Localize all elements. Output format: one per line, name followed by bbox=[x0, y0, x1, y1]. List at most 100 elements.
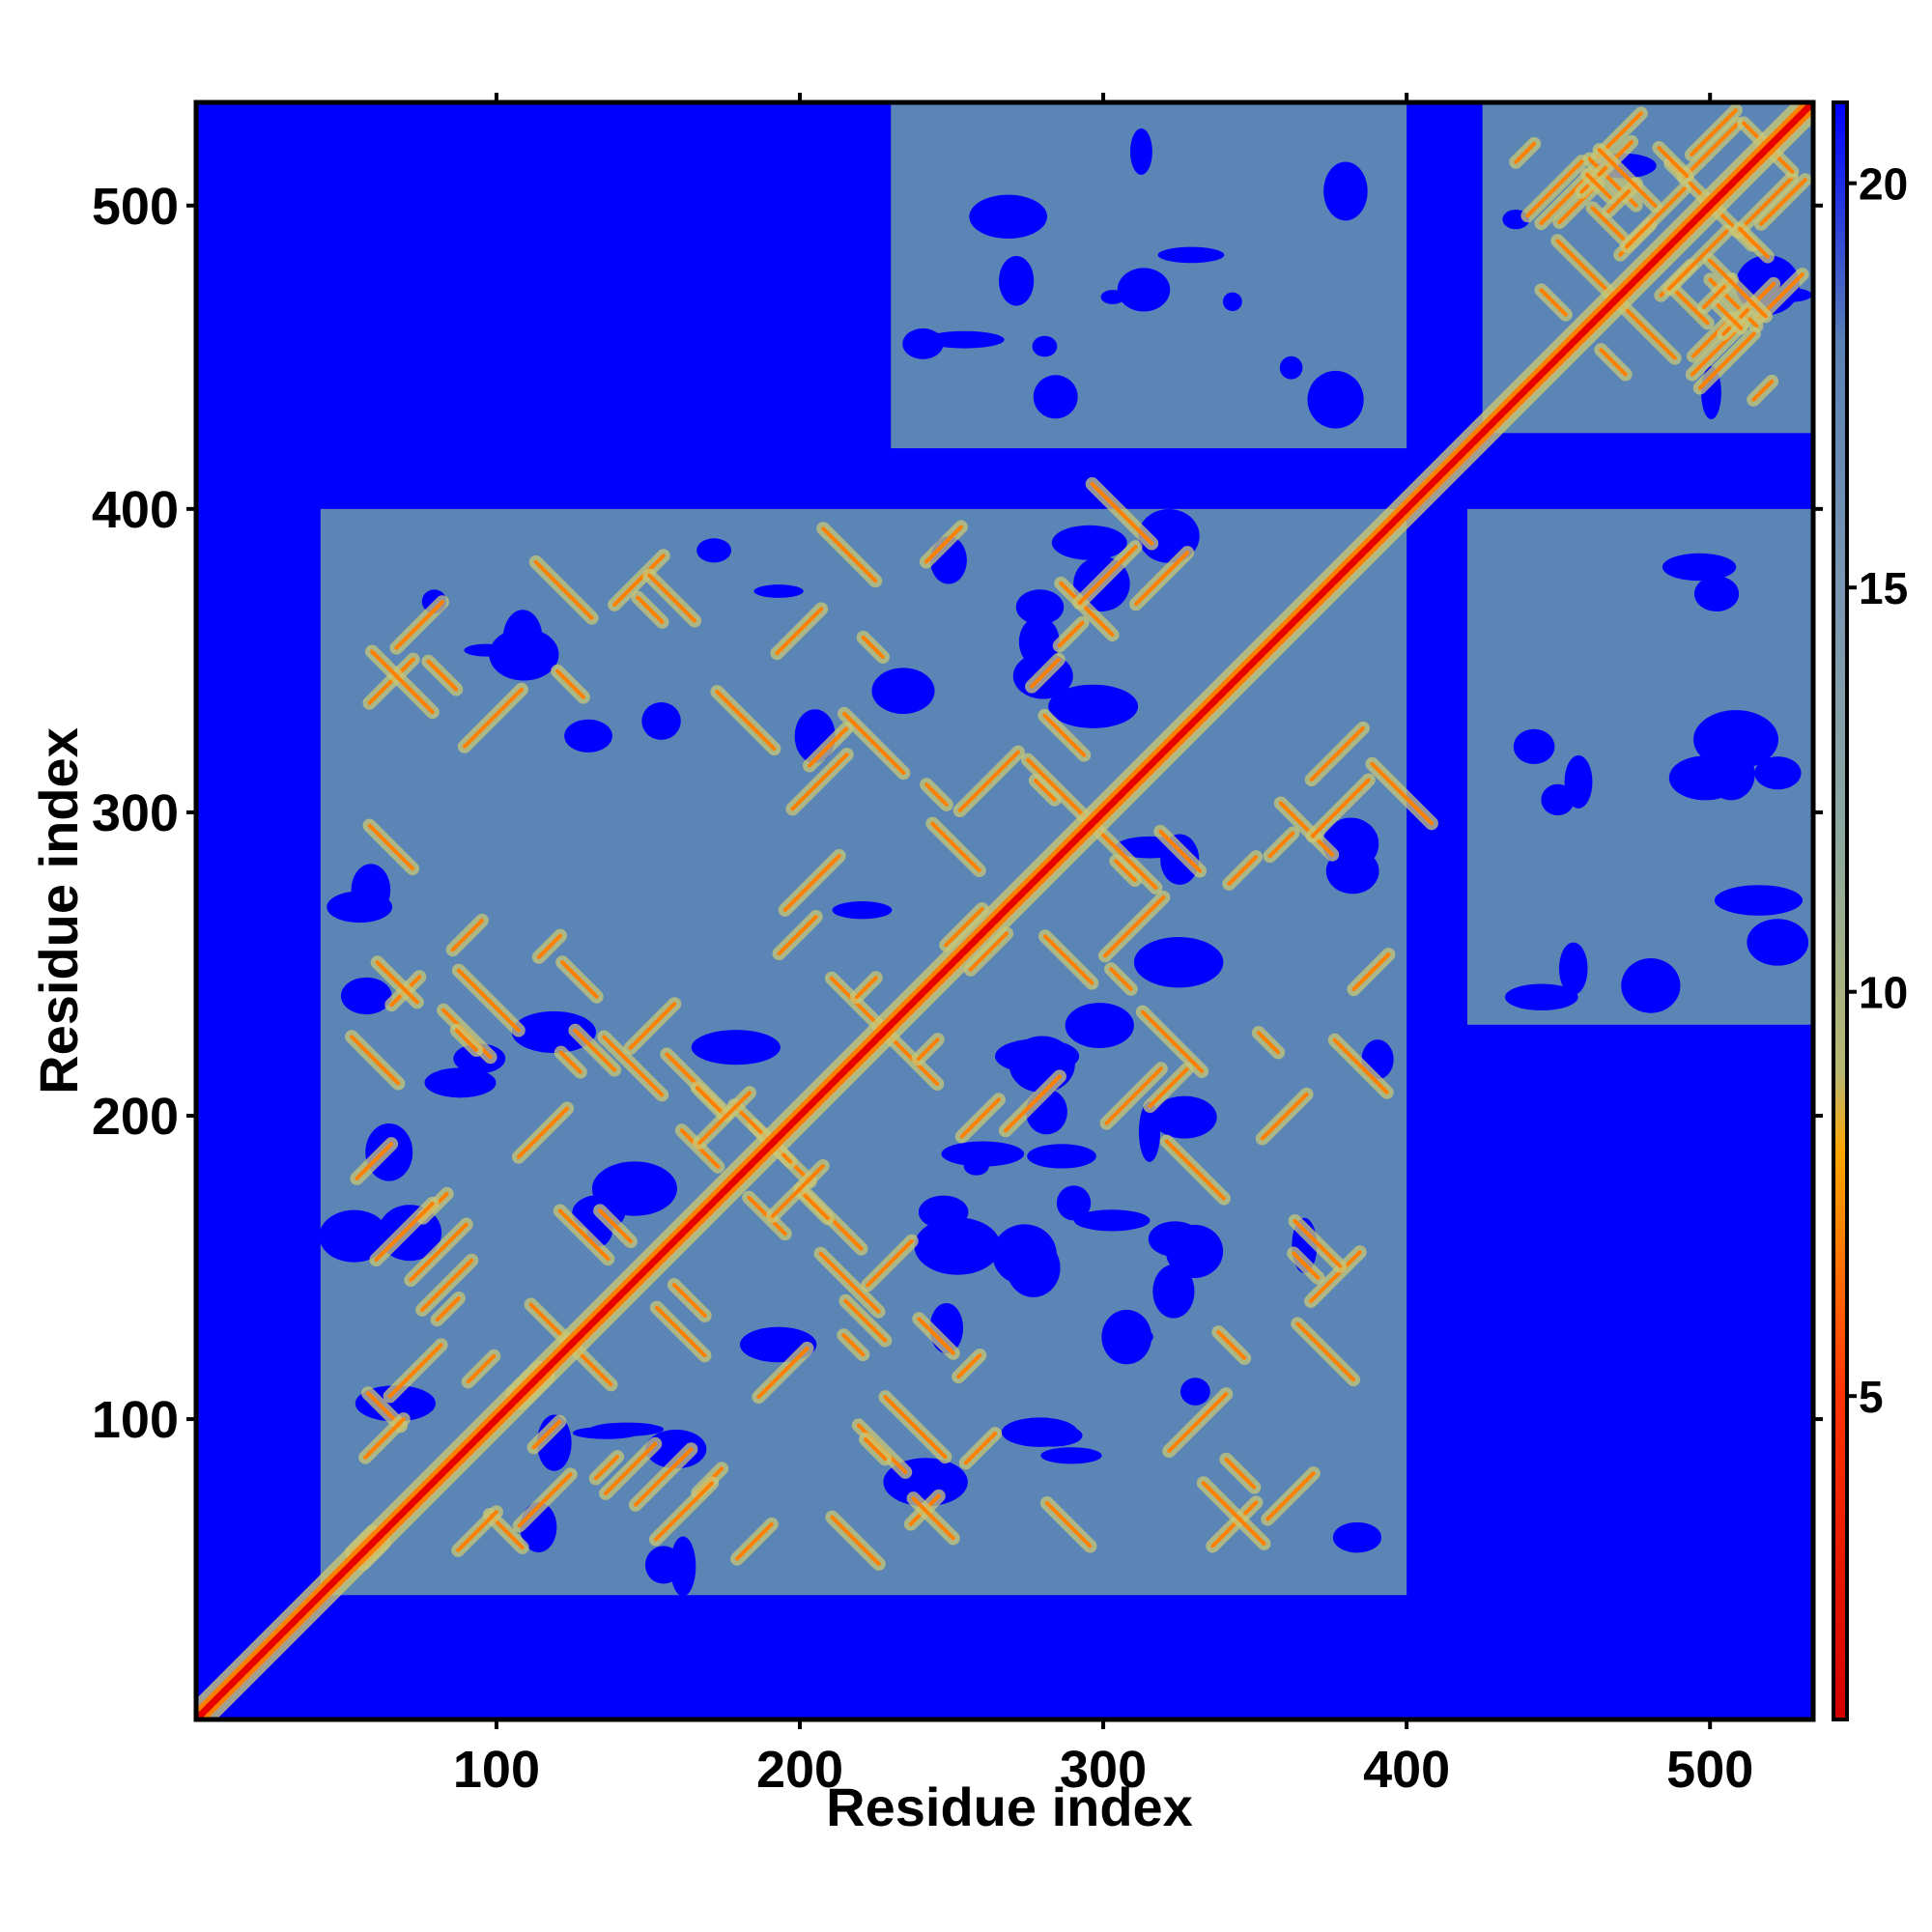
close-contact-streak bbox=[1267, 831, 1295, 859]
close-contact-streak bbox=[1716, 303, 1744, 330]
close-contact-streak bbox=[807, 726, 849, 768]
close-contact-streak bbox=[1104, 1066, 1163, 1125]
close-contact-streak bbox=[1260, 1092, 1309, 1141]
close-contact-streak bbox=[1097, 830, 1158, 890]
close-contact-streak bbox=[1351, 952, 1391, 992]
close-contact-streak bbox=[1758, 178, 1807, 226]
y-tick-label: 300 bbox=[92, 784, 179, 842]
close-contact-streak bbox=[1210, 1500, 1259, 1548]
far-region bbox=[1152, 1264, 1195, 1319]
far-region bbox=[1033, 375, 1078, 419]
far-region bbox=[969, 194, 1048, 240]
plot-frame bbox=[193, 99, 1816, 1722]
close-contact-streak bbox=[1295, 1321, 1356, 1382]
close-contact-streak bbox=[1751, 379, 1775, 402]
close-contact-streak bbox=[387, 1343, 443, 1399]
close-contact-streak bbox=[633, 1447, 694, 1507]
close-contact-streak bbox=[370, 649, 435, 715]
close-contact-streak bbox=[536, 933, 562, 959]
far-region bbox=[340, 977, 392, 1015]
close-contact-streak bbox=[1707, 258, 1768, 319]
far-region bbox=[1117, 268, 1171, 312]
close-contact-streak bbox=[1310, 778, 1371, 838]
far-region bbox=[641, 701, 681, 740]
close-contact-streak bbox=[462, 687, 524, 749]
far-region bbox=[564, 719, 612, 753]
close-contact-streak bbox=[558, 1050, 582, 1074]
close-contact-streak bbox=[555, 668, 585, 699]
close-contact-streak bbox=[1657, 146, 1690, 179]
close-contact-streak bbox=[435, 1295, 461, 1322]
close-contact-streak bbox=[1030, 657, 1061, 689]
x-tick-label: 200 bbox=[756, 1741, 843, 1799]
close-contact-streak bbox=[1625, 186, 1687, 249]
far-region bbox=[1668, 755, 1742, 801]
close-contact-streak bbox=[1042, 934, 1094, 985]
far-region bbox=[941, 1141, 1025, 1167]
close-contact-streak bbox=[1224, 1457, 1257, 1490]
close-contact-streak bbox=[956, 1353, 982, 1379]
close-contact-streak bbox=[1666, 229, 1729, 291]
close-contact-streak bbox=[1033, 779, 1057, 802]
far-region bbox=[502, 610, 543, 668]
colorbar-axis: 5 10 15 20 bbox=[1847, 159, 1908, 1422]
x-tick-label: 400 bbox=[1363, 1741, 1450, 1799]
close-contact-streak bbox=[573, 1028, 617, 1072]
far-region bbox=[1179, 1378, 1210, 1406]
close-contact-streak bbox=[1167, 1392, 1229, 1454]
close-contact-streak bbox=[456, 1510, 498, 1552]
close-contact-streak bbox=[604, 1441, 658, 1495]
far-region bbox=[1138, 1101, 1161, 1162]
far-region bbox=[1133, 936, 1224, 988]
close-contact-streak bbox=[363, 1417, 406, 1460]
close-contact-streak bbox=[1614, 298, 1677, 360]
close-contact-streak bbox=[1148, 1066, 1189, 1109]
x-axis-title: Residue index bbox=[826, 1776, 1193, 1837]
close-contact-streak bbox=[598, 1208, 633, 1244]
far-region bbox=[1065, 1003, 1134, 1048]
close-contact-streak bbox=[1737, 226, 1770, 259]
far-region bbox=[669, 1536, 696, 1597]
far-region bbox=[1129, 128, 1152, 175]
close-contact-streak bbox=[756, 1346, 810, 1400]
far-region bbox=[1015, 589, 1065, 625]
far-region bbox=[1693, 710, 1779, 770]
far-region bbox=[696, 538, 732, 563]
close-contact-streak bbox=[531, 1419, 562, 1450]
close-contact-streak bbox=[1004, 1074, 1062, 1133]
close-contact-streak bbox=[557, 1208, 611, 1262]
close-contact-streak bbox=[1585, 172, 1612, 200]
far-region bbox=[464, 643, 508, 657]
x-tick-label: 100 bbox=[453, 1741, 540, 1799]
far-region bbox=[424, 1067, 497, 1098]
far-region bbox=[1558, 942, 1588, 995]
close-contact-streak bbox=[1133, 551, 1190, 607]
far-region bbox=[1001, 1417, 1078, 1447]
far-region bbox=[995, 1038, 1080, 1074]
close-contact-streak bbox=[367, 657, 415, 705]
close-contact-streak bbox=[1278, 801, 1335, 857]
close-contact-streak bbox=[830, 1515, 881, 1566]
far-region bbox=[1051, 525, 1127, 560]
close-contact-streak bbox=[697, 1091, 752, 1146]
far-region bbox=[1307, 370, 1364, 429]
far-region bbox=[1027, 1144, 1096, 1169]
y-tick-label: 400 bbox=[92, 481, 179, 539]
close-contact-streak bbox=[841, 1333, 866, 1357]
close-contact-streak bbox=[593, 1455, 620, 1481]
close-contact-streak bbox=[1265, 1471, 1316, 1521]
far-region bbox=[589, 1422, 665, 1436]
close-contact-streak bbox=[1057, 620, 1085, 648]
close-contact-streak bbox=[1077, 545, 1138, 606]
far-region bbox=[1747, 919, 1809, 966]
close-contact-streak bbox=[959, 1097, 1001, 1139]
far-region bbox=[1157, 246, 1225, 264]
far-region bbox=[999, 255, 1035, 306]
close-contact-streak bbox=[930, 821, 981, 873]
close-contact-streak bbox=[456, 968, 521, 1033]
close-contact-streak bbox=[777, 915, 818, 956]
far-region bbox=[1323, 161, 1368, 221]
close-contact-streak bbox=[944, 906, 984, 948]
far-region bbox=[914, 1217, 1001, 1275]
